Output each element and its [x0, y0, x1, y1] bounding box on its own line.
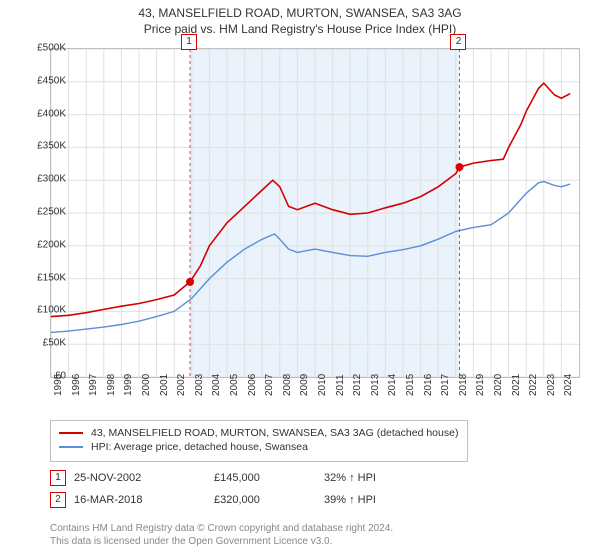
x-tick-label: 2003: [194, 374, 205, 396]
x-tick-label: 1997: [88, 374, 99, 396]
x-tick-label: 2022: [528, 374, 539, 396]
y-tick-label: £500K: [37, 43, 66, 54]
sale-date: 16-MAR-2018: [74, 494, 214, 506]
y-tick-label: £450K: [37, 75, 66, 86]
sale-index-box: 1: [50, 470, 66, 486]
y-tick-label: £350K: [37, 141, 66, 152]
y-tick-label: £300K: [37, 174, 66, 185]
page-subtitle: Price paid vs. HM Land Registry's House …: [0, 22, 600, 36]
sale-index-box: 2: [50, 492, 66, 508]
x-tick-label: 1995: [53, 374, 64, 396]
x-tick-label: 2001: [159, 374, 170, 396]
sale-row: 2 16-MAR-2018 £320,000 39% ↑ HPI: [50, 492, 580, 508]
legend-label: 43, MANSELFIELD ROAD, MURTON, SWANSEA, S…: [91, 427, 458, 439]
sale-price: £320,000: [214, 494, 324, 506]
footer-line: Contains HM Land Registry data © Crown c…: [50, 522, 580, 535]
x-tick-label: 1999: [123, 374, 134, 396]
attribution-footer: Contains HM Land Registry data © Crown c…: [50, 522, 580, 548]
x-tick-label: 2008: [282, 374, 293, 396]
y-tick-label: £100K: [37, 305, 66, 316]
legend-item: 43, MANSELFIELD ROAD, MURTON, SWANSEA, S…: [59, 427, 459, 439]
sale-table: 1 25-NOV-2002 £145,000 32% ↑ HPI 2 16-MA…: [50, 470, 580, 514]
y-tick-label: £50K: [43, 338, 66, 349]
sale-price: £145,000: [214, 472, 324, 484]
x-tick-label: 2017: [440, 374, 451, 396]
y-tick-label: £150K: [37, 272, 66, 283]
y-tick-label: £400K: [37, 108, 66, 119]
price-chart: [50, 48, 580, 378]
sale-date: 25-NOV-2002: [74, 472, 214, 484]
x-tick-label: 2021: [511, 374, 522, 396]
x-tick-label: 2014: [387, 374, 398, 396]
x-tick-label: 2018: [458, 374, 469, 396]
footer-line: This data is licensed under the Open Gov…: [50, 535, 580, 548]
x-tick-label: 2016: [423, 374, 434, 396]
x-tick-label: 2019: [475, 374, 486, 396]
y-tick-label: £250K: [37, 207, 66, 218]
chart-canvas: [51, 49, 579, 377]
x-tick-label: 2024: [563, 374, 574, 396]
legend-item: HPI: Average price, detached house, Swan…: [59, 441, 459, 453]
page-title: 43, MANSELFIELD ROAD, MURTON, SWANSEA, S…: [0, 6, 600, 20]
sale-row: 1 25-NOV-2002 £145,000 32% ↑ HPI: [50, 470, 580, 486]
x-tick-label: 2002: [176, 374, 187, 396]
x-tick-label: 1998: [106, 374, 117, 396]
x-tick-label: 2012: [352, 374, 363, 396]
sale-delta: 39% ↑ HPI: [324, 494, 484, 506]
x-tick-label: 2020: [493, 374, 504, 396]
sale-marker-box: 1: [181, 34, 197, 50]
legend-label: HPI: Average price, detached house, Swan…: [91, 441, 308, 453]
x-tick-label: 2004: [211, 374, 222, 396]
x-tick-label: 2010: [317, 374, 328, 396]
x-tick-label: 2013: [370, 374, 381, 396]
x-tick-label: 2009: [299, 374, 310, 396]
x-tick-label: 2005: [229, 374, 240, 396]
x-tick-label: 1996: [71, 374, 82, 396]
legend-swatch: [59, 432, 83, 434]
x-tick-label: 2006: [247, 374, 258, 396]
sale-delta: 32% ↑ HPI: [324, 472, 484, 484]
x-tick-label: 2011: [335, 374, 346, 396]
chart-legend: 43, MANSELFIELD ROAD, MURTON, SWANSEA, S…: [50, 420, 468, 462]
legend-swatch: [59, 446, 83, 448]
x-tick-label: 2015: [405, 374, 416, 396]
sale-marker-box: 2: [450, 34, 466, 50]
x-tick-label: 2000: [141, 374, 152, 396]
y-tick-label: £200K: [37, 239, 66, 250]
x-tick-label: 2023: [546, 374, 557, 396]
x-tick-label: 2007: [264, 374, 275, 396]
